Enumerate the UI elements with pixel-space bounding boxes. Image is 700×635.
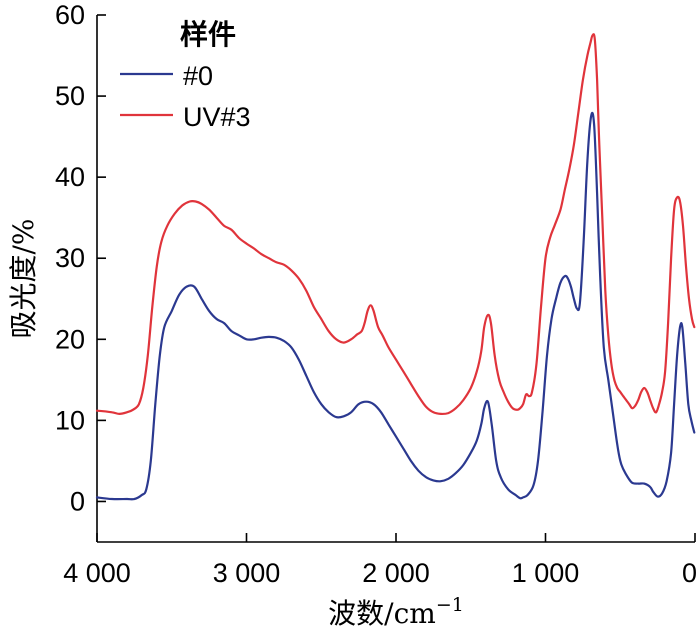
legend-entry-label: UV#3: [183, 102, 251, 132]
y-axis-title: 吸光度/%: [7, 218, 40, 338]
y-tick-label: 0: [70, 486, 85, 516]
legend-entry-label: #0: [183, 61, 213, 91]
x-axis-title-superscript: −1: [436, 594, 464, 616]
series-line-sample-uv3: [95, 33, 696, 416]
series-line-sample-0: [95, 111, 696, 501]
y-tick-label: 20: [55, 324, 85, 354]
y-tick-label: 30: [55, 243, 85, 273]
x-tick-label: 2 000: [362, 558, 430, 588]
x-tick-label: 1 000: [512, 558, 580, 588]
axes: 0 10 20 30 40 50 60 4 000 3 000 2 000 1 000 0: [55, 0, 697, 588]
y-tick-label: 50: [55, 81, 85, 111]
x-tick-label: 4 000: [63, 558, 131, 588]
x-axis-title-main: 波数/cm: [328, 597, 436, 630]
series-lines: [95, 33, 696, 501]
y-tick-label: 40: [55, 162, 85, 192]
x-tick-label: 0: [682, 558, 697, 588]
axis-labels: 吸光度/% 波数/cm−1: [7, 218, 464, 630]
x-tick-label: 3 000: [213, 558, 281, 588]
y-tick-label: 10: [55, 405, 85, 435]
legend-title: 样件: [180, 18, 236, 51]
x-axis-title: 波数/cm−1: [328, 594, 464, 630]
y-tick-label: 60: [55, 0, 85, 30]
legend: 样件 #0 UV#3: [120, 18, 251, 132]
